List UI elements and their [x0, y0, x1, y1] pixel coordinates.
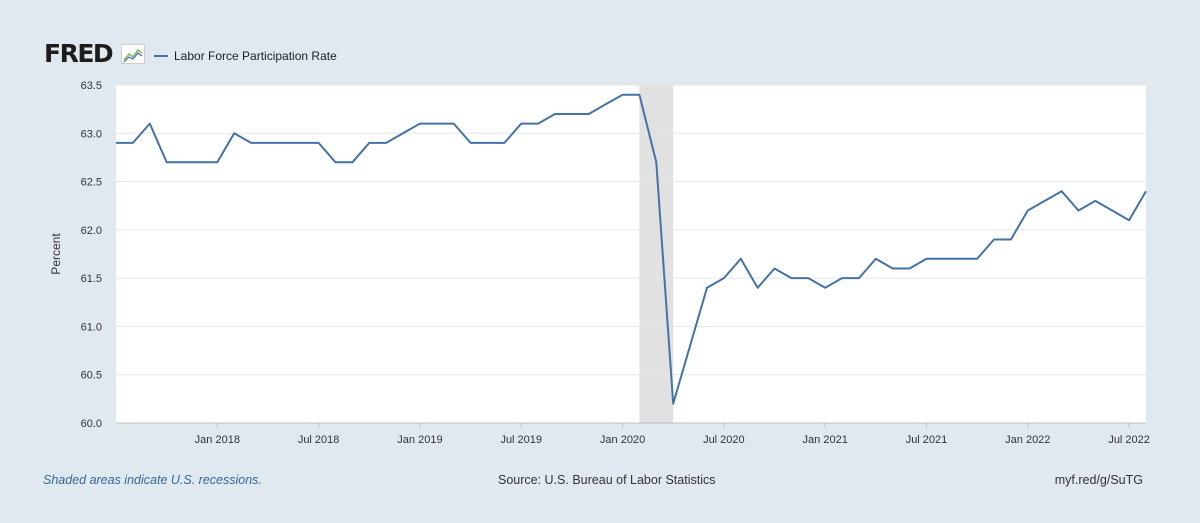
x-tick-label: Jan 2020: [600, 434, 645, 446]
x-tick-label: Jul 2018: [298, 434, 340, 446]
short-url-link[interactable]: myf.red/g/SuTG: [1054, 473, 1143, 487]
x-tick-label: Jan 2021: [803, 434, 848, 446]
y-tick-label: 63.5: [81, 80, 102, 92]
x-tick-label: Jul 2020: [703, 434, 745, 446]
y-tick-label: 62.5: [81, 177, 102, 189]
legend-label: Labor Force Participation Rate: [174, 49, 337, 63]
fred-logo[interactable]: FRED: [44, 39, 114, 68]
y-tick-label: 61.0: [81, 321, 102, 333]
x-tick-label: Jul 2022: [1108, 434, 1150, 446]
legend-swatch: [154, 55, 168, 57]
x-tick-label: Jan 2022: [1005, 434, 1050, 446]
x-tick-label: Jul 2021: [906, 434, 948, 446]
y-tick-label: 62.0: [81, 225, 102, 237]
y-tick-label: 61.5: [81, 273, 102, 285]
fred-graph-icon: [121, 44, 145, 64]
series-line: [116, 93, 1147, 405]
chart-legend[interactable]: Labor Force Participation Rate: [154, 49, 337, 63]
recession-note: Shaded areas indicate U.S. recessions.: [43, 473, 262, 487]
y-tick-label: 63.0: [81, 128, 102, 140]
source-text: Source: U.S. Bureau of Labor Statistics: [498, 473, 716, 487]
x-tick-label: Jan 2018: [195, 434, 240, 446]
y-tick-label: 60.5: [81, 370, 102, 382]
recession-band: [639, 85, 674, 423]
y-tick-label: 60.0: [81, 418, 102, 430]
plot-area: [116, 85, 1146, 423]
y-axis-title: Percent: [49, 233, 63, 275]
x-tick-label: Jul 2019: [500, 434, 542, 446]
x-tick-label: Jan 2019: [397, 434, 442, 446]
